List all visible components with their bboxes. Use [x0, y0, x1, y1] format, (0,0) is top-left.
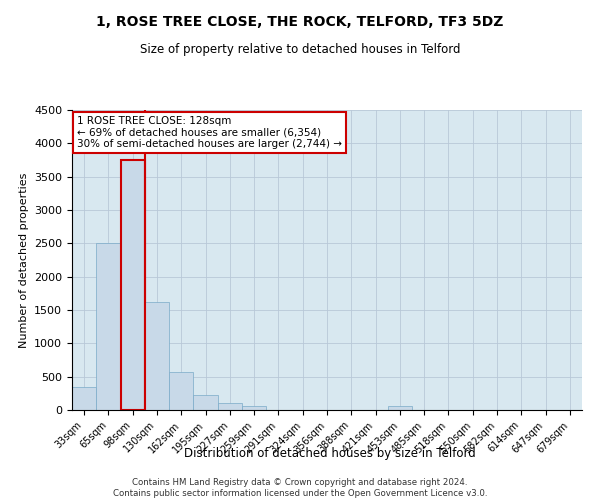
- Text: Size of property relative to detached houses in Telford: Size of property relative to detached ho…: [140, 42, 460, 56]
- Text: 1, ROSE TREE CLOSE, THE ROCK, TELFORD, TF3 5DZ: 1, ROSE TREE CLOSE, THE ROCK, TELFORD, T…: [97, 15, 503, 29]
- Bar: [218, 404, 242, 410]
- Bar: [121, 160, 145, 410]
- Text: Contains HM Land Registry data © Crown copyright and database right 2024.
Contai: Contains HM Land Registry data © Crown c…: [113, 478, 487, 498]
- Bar: [96, 244, 121, 410]
- Bar: [72, 386, 96, 410]
- Text: Distribution of detached houses by size in Telford: Distribution of detached houses by size …: [184, 448, 476, 460]
- Bar: [242, 406, 266, 410]
- Y-axis label: Number of detached properties: Number of detached properties: [19, 172, 29, 348]
- Text: 1 ROSE TREE CLOSE: 128sqm
← 69% of detached houses are smaller (6,354)
30% of se: 1 ROSE TREE CLOSE: 128sqm ← 69% of detac…: [77, 116, 342, 149]
- Bar: [388, 406, 412, 410]
- Bar: [193, 395, 218, 410]
- Bar: [169, 372, 193, 410]
- Bar: [145, 302, 169, 410]
